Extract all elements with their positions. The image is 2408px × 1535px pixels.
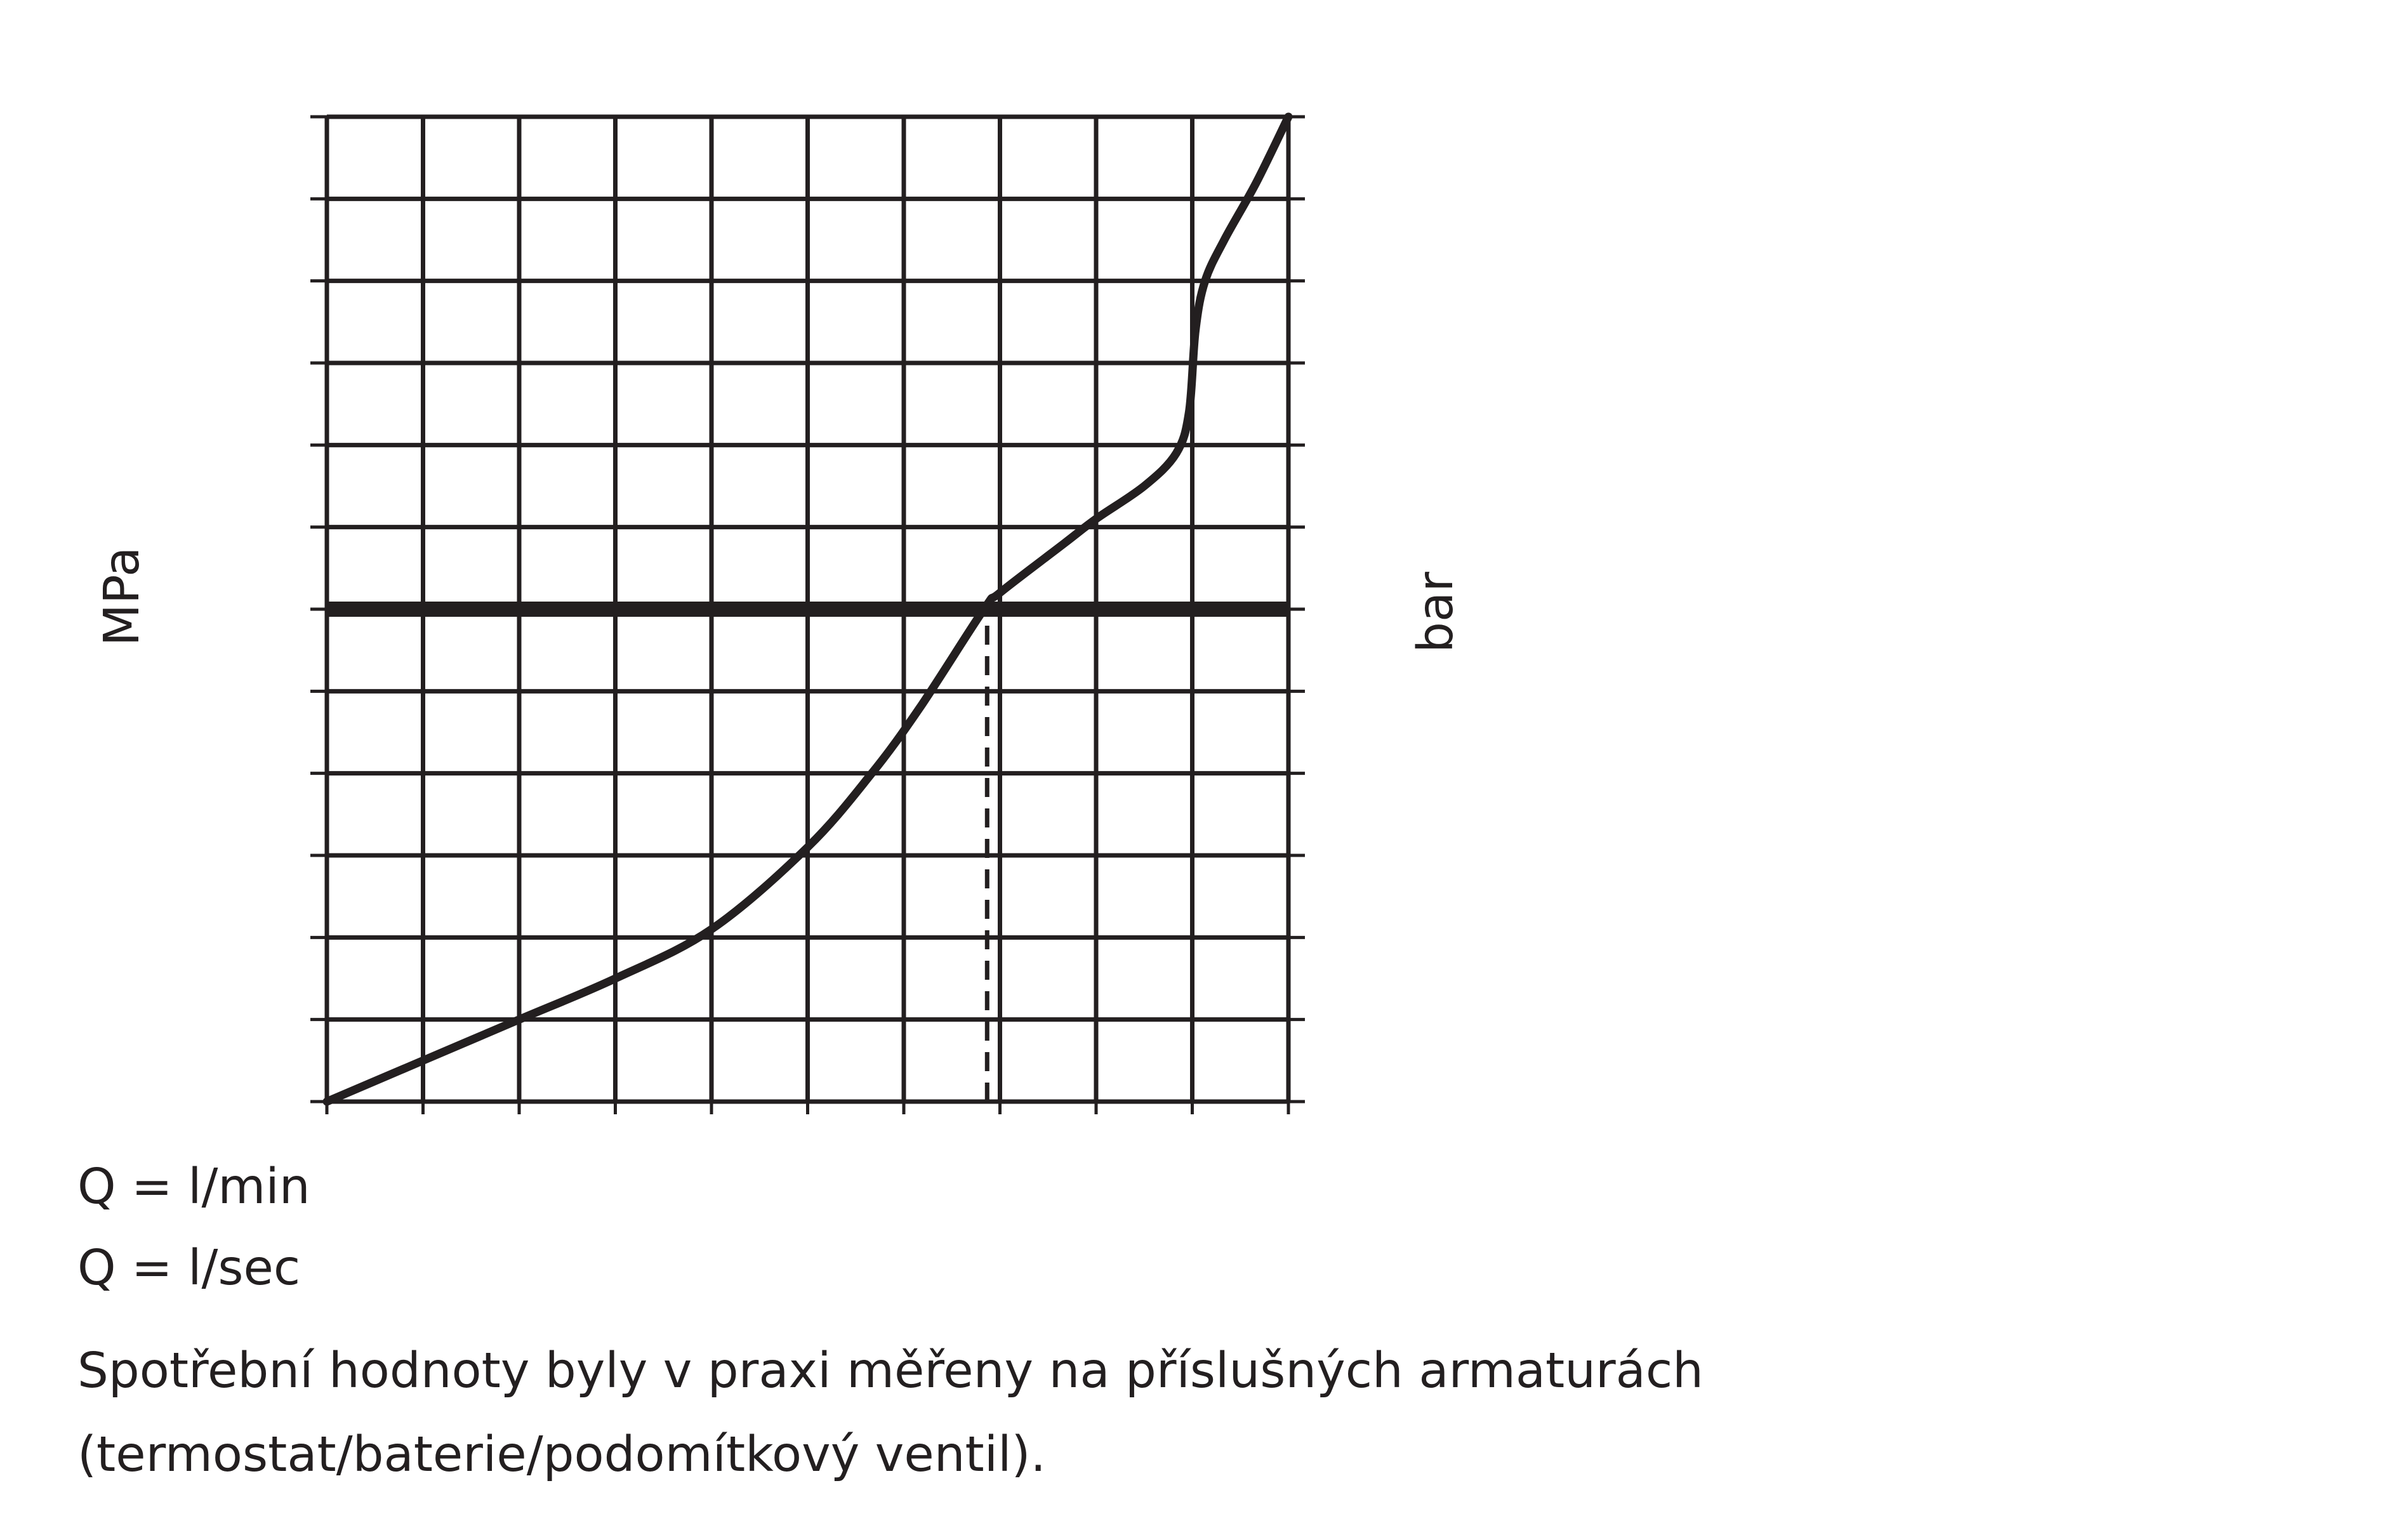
y2-axis-label: bar: [1408, 572, 1464, 653]
x-axis-unit-label: Q = l/min: [77, 1159, 310, 1215]
axis-ticks: [310, 115, 1305, 1114]
series-line: [322, 112, 1293, 1106]
x2-axis-unit-label: Q = l/sec: [77, 1240, 300, 1296]
caption: Spotřební hodnoty byly v praxi měřeny na…: [77, 1343, 1703, 1483]
pressure-flow-chart: Q = l/min Q = l/sec MPa bar: [77, 112, 1464, 1296]
y-axis-label: MPa: [94, 547, 150, 647]
